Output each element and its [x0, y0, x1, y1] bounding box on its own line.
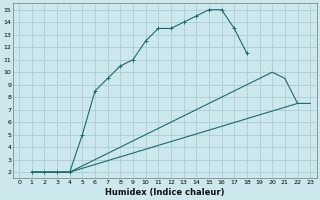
X-axis label: Humidex (Indice chaleur): Humidex (Indice chaleur) [105, 188, 224, 197]
